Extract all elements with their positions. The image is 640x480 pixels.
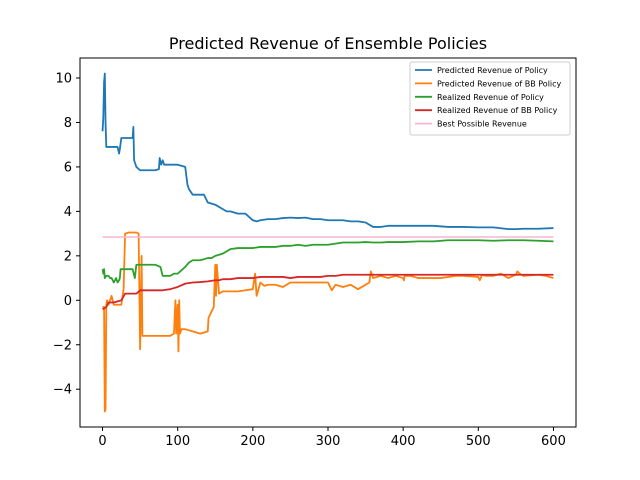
legend-label-2: Realized Revenue of Policy: [437, 93, 544, 102]
y-tick-label-1: −2: [53, 338, 72, 353]
x-tick-label-6: 600: [541, 434, 566, 449]
chart-title: Predicted Revenue of Ensemble Policies: [169, 34, 487, 53]
plot-area: 0 100 200 300 400 500 600 −4 −2 0 2 4 6 8 10: [53, 57, 577, 449]
y-tick-label-5: 6: [64, 160, 72, 175]
legend: Predicted Revenue of Policy Predicted Rev…: [409, 61, 571, 136]
legend-label-1: Predicted Revenue of BB Policy: [437, 79, 562, 88]
y-tick-label-6: 8: [64, 116, 72, 131]
legend-label-3: Realized Revenue of BB Policy: [437, 106, 558, 115]
y-tick-label-4: 4: [64, 205, 72, 220]
y-axis: −4 −2 0 2 4 6 8 10: [53, 72, 80, 398]
y-tick-label-2: 0: [64, 294, 72, 309]
y-tick-label-3: 2: [64, 249, 72, 264]
x-tick-label-3: 300: [316, 434, 341, 449]
series-line-3: [102, 273, 554, 310]
series-line-2: [101, 239, 554, 284]
legend-box: [409, 61, 571, 136]
legend-label-0: Predicted Revenue of Policy: [437, 66, 548, 75]
x-tick-label-0: 0: [98, 434, 106, 449]
series-line-0: [101, 72, 554, 231]
series-lines: [101, 72, 554, 413]
x-tick-label-4: 400: [391, 434, 416, 449]
y-tick-label-7: 10: [55, 72, 72, 87]
y-tick-label-0: −4: [53, 383, 72, 398]
series-line-1: [102, 231, 554, 413]
x-tick-label-5: 500: [466, 434, 491, 449]
x-axis: 0 100 200 300 400 500 600: [98, 427, 566, 449]
legend-label-4: Best Possible Revenue: [437, 120, 527, 129]
x-tick-label-1: 100: [165, 434, 190, 449]
x-tick-label-2: 200: [240, 434, 265, 449]
